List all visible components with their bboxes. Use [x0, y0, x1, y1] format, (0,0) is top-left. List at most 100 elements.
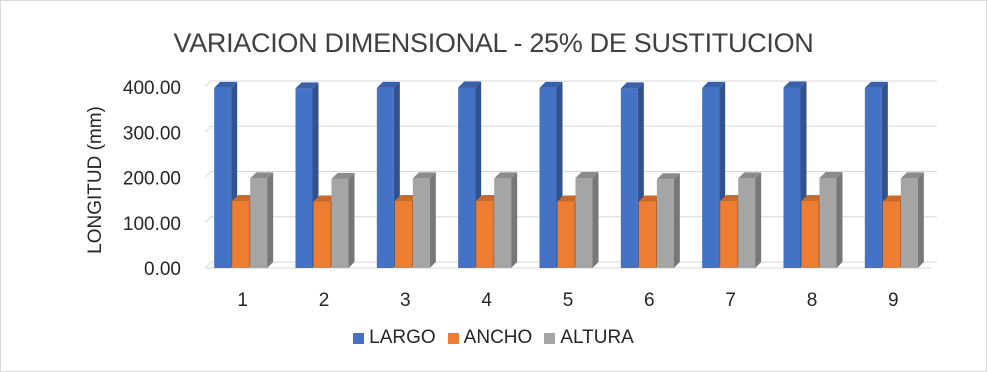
bar-top — [331, 172, 355, 179]
y-axis-label: LONGITUD (mm) — [85, 106, 106, 254]
bar-top — [720, 195, 744, 202]
bar-top — [458, 81, 482, 88]
bar-top — [882, 195, 906, 202]
bar-front — [232, 201, 250, 268]
bar-top — [819, 171, 843, 178]
bar-top — [539, 81, 563, 88]
legend-label: ALTURA — [560, 327, 634, 348]
bar-front — [738, 178, 756, 268]
gridline-depth — [204, 80, 212, 88]
bar-front — [864, 87, 882, 268]
x-tick-label: 3 — [400, 290, 411, 311]
bar-front — [214, 87, 232, 268]
bar-front — [819, 177, 837, 268]
bar-front — [458, 87, 476, 268]
bar-side — [348, 172, 355, 268]
legend-item-ancho: ANCHO — [447, 327, 533, 349]
bar-front — [801, 201, 819, 268]
bar-top — [575, 171, 599, 178]
bar-altura-9 — [900, 172, 924, 268]
legend-swatch — [353, 332, 365, 344]
bar-side — [755, 172, 762, 268]
bar-front — [575, 177, 593, 268]
gridline-depth — [204, 216, 212, 224]
gridline-depth — [204, 125, 212, 133]
bar-top — [900, 172, 924, 179]
gridline-depth — [204, 171, 212, 178]
x-tick-label: 8 — [807, 290, 818, 311]
legend-label: LARGO — [369, 327, 436, 348]
bar-top — [394, 195, 418, 202]
bar-top — [656, 173, 680, 180]
bar-front — [783, 87, 801, 268]
bar-altura-6 — [656, 173, 680, 268]
bar-top — [476, 195, 500, 202]
bar-top — [620, 82, 644, 89]
bar-front — [476, 201, 494, 268]
bar-front — [656, 179, 674, 268]
y-tick-label: 200.00 — [123, 169, 181, 190]
bar-front — [539, 87, 557, 268]
y-tick-label: 0.00 — [144, 259, 181, 280]
bar-front — [250, 178, 268, 268]
chart-title: VARIACION DIMENSIONAL - 25% DE SUSTITUCI… — [173, 28, 814, 58]
x-tick-label: 1 — [237, 290, 248, 311]
bar-side — [592, 171, 599, 268]
legend-item-altura: ALTURA — [544, 327, 634, 349]
y-axis-ticks: 0.00 100.00 200.00 300.00 400.00 — [123, 78, 181, 280]
bar-side — [267, 172, 274, 268]
bar-top — [638, 195, 662, 202]
bar-front — [331, 178, 349, 268]
legend-item-largo: LARGO — [353, 327, 436, 349]
bar-side — [429, 172, 436, 268]
bar-front — [313, 201, 331, 268]
bar-front — [720, 201, 738, 268]
bar-front — [295, 88, 313, 268]
bar-front — [412, 178, 430, 268]
bar-front — [557, 201, 575, 268]
y-tick-label: 100.00 — [123, 214, 181, 235]
bar-altura-7 — [738, 172, 762, 268]
x-tick-label: 4 — [481, 290, 492, 311]
y-tick-label: 300.00 — [123, 123, 181, 144]
x-tick-label: 2 — [319, 290, 330, 311]
bar-front — [620, 88, 638, 268]
bars — [214, 81, 924, 268]
bar-top — [295, 82, 319, 89]
bar-top — [250, 172, 274, 179]
bar-front — [376, 87, 394, 268]
bar-side — [673, 173, 680, 268]
bar-altura-4 — [494, 172, 518, 268]
legend: LARGO ANCHO ALTURA — [0, 327, 987, 349]
y-tick-label: 400.00 — [123, 78, 181, 99]
bar-top — [214, 81, 238, 88]
bar-top — [232, 195, 256, 202]
x-tick-label: 9 — [888, 290, 899, 311]
bar-front — [394, 201, 412, 268]
bar-altura-5 — [575, 171, 599, 268]
bar-front — [494, 178, 512, 268]
bar-top — [801, 195, 825, 202]
x-axis-ticks: 1 2 3 4 5 6 7 8 9 — [237, 290, 898, 311]
bar-top — [864, 81, 888, 88]
bar-top — [783, 81, 807, 88]
bar-top — [313, 195, 337, 202]
bar-altura-2 — [331, 172, 355, 268]
x-tick-label: 6 — [644, 290, 655, 311]
bar-altura-8 — [819, 171, 843, 268]
bar-front — [702, 87, 720, 268]
bar-side — [511, 172, 518, 268]
gridline-depth — [204, 261, 212, 269]
bar-top — [412, 172, 436, 179]
bar-altura-1 — [250, 172, 274, 268]
bar-top — [738, 172, 762, 179]
x-tick-label: 5 — [563, 290, 574, 311]
legend-swatch — [544, 332, 556, 344]
bar-side — [836, 171, 843, 268]
legend-swatch — [447, 332, 459, 344]
bar-top — [557, 195, 581, 202]
legend-label: ANCHO — [463, 327, 533, 348]
bar-top — [702, 81, 726, 88]
bar-top — [376, 81, 400, 88]
